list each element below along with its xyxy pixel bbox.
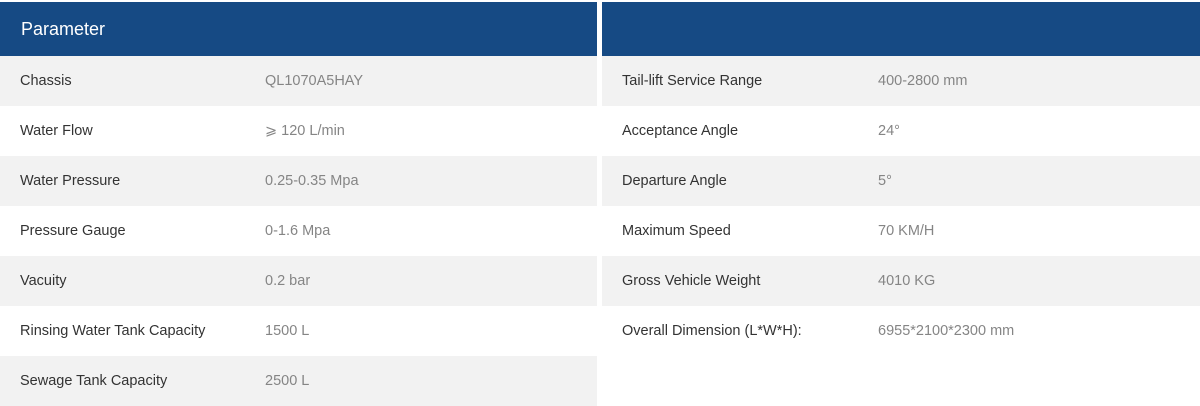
- param-label: Sewage Tank Capacity: [20, 373, 168, 389]
- table-row: Acceptance Angle 24°: [602, 106, 1200, 156]
- param-value: 5°: [878, 173, 892, 189]
- param-value: QL1070A5HAY: [265, 73, 364, 89]
- param-value: 70 KM/H: [878, 223, 935, 239]
- param-value: 4010 KG: [878, 273, 936, 289]
- table-row: Overall Dimension (L*W*H): 6955*2100*230…: [602, 306, 1200, 356]
- param-label: Pressure Gauge: [20, 223, 126, 239]
- param-label: Water Pressure: [20, 173, 121, 189]
- table-row: Gross Vehicle Weight 4010 KG: [602, 256, 1200, 306]
- param-label: Departure Angle: [622, 173, 727, 189]
- table-row: Water Flow ⩾ 120 L/min: [0, 106, 597, 156]
- table-row: Sewage Tank Capacity 2500 L: [0, 356, 597, 406]
- param-label: Tail-lift Service Range: [622, 73, 763, 89]
- param-label: Chassis: [20, 73, 72, 89]
- param-label: Rinsing Water Tank Capacity: [20, 323, 206, 339]
- parameter-table-right: Tail-lift Service Range 400-2800 mm Acce…: [602, 2, 1200, 356]
- param-value: 0.25-0.35 Mpa: [265, 173, 359, 189]
- param-label: Vacuity: [20, 273, 67, 289]
- param-value: 6955*2100*2300 mm: [878, 323, 1015, 339]
- param-label: Acceptance Angle: [622, 123, 739, 139]
- table-header-title: Parameter: [21, 18, 106, 39]
- parameter-table-left: Parameter Chassis QL1070A5HAY Water Flow…: [0, 2, 597, 406]
- param-value: 0-1.6 Mpa: [265, 223, 331, 239]
- param-value: 2500 L: [265, 373, 310, 389]
- param-label: Water Flow: [20, 123, 93, 139]
- table-row: Tail-lift Service Range 400-2800 mm: [602, 56, 1200, 106]
- table-row: Departure Angle 5°: [602, 156, 1200, 206]
- param-label: Overall Dimension (L*W*H):: [622, 323, 802, 339]
- table-header-right: [602, 2, 1200, 56]
- param-value: 0.2 bar: [265, 273, 311, 289]
- param-label: Maximum Speed: [622, 223, 731, 239]
- table-row: Chassis QL1070A5HAY: [0, 56, 597, 106]
- table-row: Vacuity 0.2 bar: [0, 256, 597, 306]
- table-row: Maximum Speed 70 KM/H: [602, 206, 1200, 256]
- table-row: Water Pressure 0.25-0.35 Mpa: [0, 156, 597, 206]
- param-value: ⩾ 120 L/min: [265, 123, 345, 139]
- table-header-left: Parameter: [0, 2, 597, 56]
- table-row: Rinsing Water Tank Capacity 1500 L: [0, 306, 597, 356]
- table-row: Pressure Gauge 0-1.6 Mpa: [0, 206, 597, 256]
- param-value: 400-2800 mm: [878, 73, 968, 89]
- param-label: Gross Vehicle Weight: [622, 273, 761, 289]
- param-value: 1500 L: [265, 323, 310, 339]
- param-value: 24°: [878, 123, 900, 139]
